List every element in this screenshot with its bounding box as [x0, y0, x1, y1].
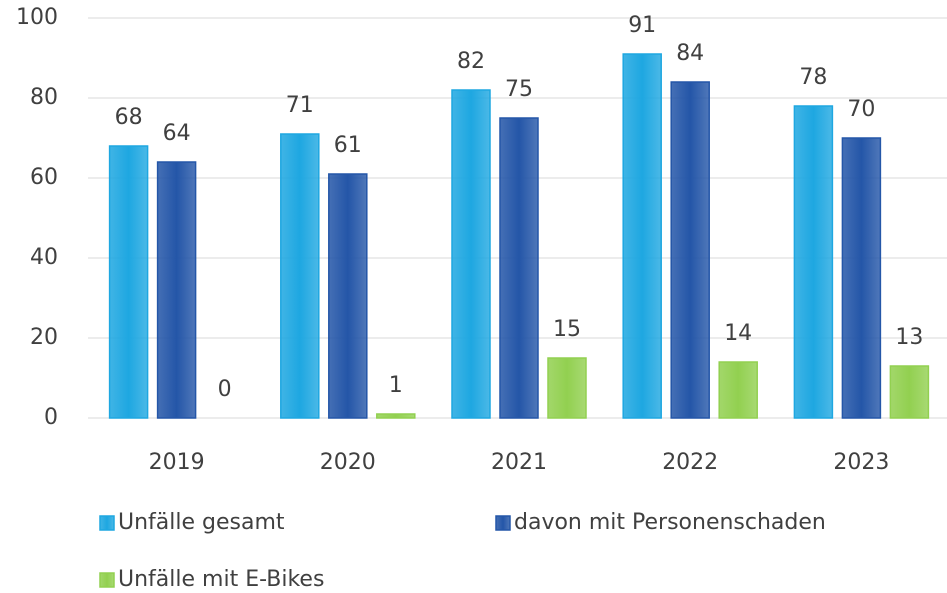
bar — [499, 117, 539, 419]
bar — [793, 105, 834, 419]
legend-marker — [99, 572, 115, 588]
x-tick-label: 2019 — [149, 450, 205, 475]
bar — [670, 81, 710, 419]
x-tick-label: 2023 — [833, 450, 889, 475]
data-label: 70 — [847, 97, 875, 122]
bar — [841, 137, 882, 419]
data-label: 82 — [457, 49, 485, 74]
legend-label: Unfälle gesamt — [118, 510, 285, 535]
bar — [622, 53, 662, 419]
legend-marker — [99, 515, 115, 531]
bar — [376, 413, 416, 419]
data-label: 84 — [676, 41, 704, 66]
bar — [718, 361, 758, 419]
bar — [451, 89, 491, 419]
data-label: 71 — [286, 93, 314, 118]
data-label: 68 — [115, 105, 143, 130]
data-label: 64 — [163, 121, 191, 146]
data-label: 91 — [628, 13, 656, 38]
y-tick-label: 40 — [30, 245, 58, 270]
y-tick-label: 80 — [30, 85, 58, 110]
y-tick-label: 0 — [44, 405, 58, 430]
data-label: 61 — [334, 133, 362, 158]
x-tick-label: 2022 — [662, 450, 718, 475]
legend-marker — [495, 515, 511, 531]
y-tick-label: 20 — [30, 325, 58, 350]
bar — [108, 145, 149, 419]
legend-label: davon mit Personenschaden — [514, 510, 826, 535]
bar — [889, 365, 930, 419]
bar — [328, 173, 368, 419]
data-label: 15 — [553, 317, 581, 342]
data-label: 75 — [505, 77, 533, 102]
data-label: 0 — [218, 377, 232, 402]
data-label: 13 — [895, 325, 923, 350]
bar — [547, 357, 587, 419]
bar — [156, 161, 197, 419]
y-tick-label: 60 — [30, 165, 58, 190]
x-tick-label: 2021 — [491, 450, 547, 475]
y-tick-label: 100 — [16, 5, 58, 30]
data-label: 14 — [724, 321, 752, 346]
data-label: 78 — [799, 65, 827, 90]
x-tick-label: 2020 — [320, 450, 376, 475]
data-label: 1 — [389, 373, 403, 398]
legend-label: Unfälle mit E-Bikes — [118, 567, 324, 592]
bar — [280, 133, 320, 419]
